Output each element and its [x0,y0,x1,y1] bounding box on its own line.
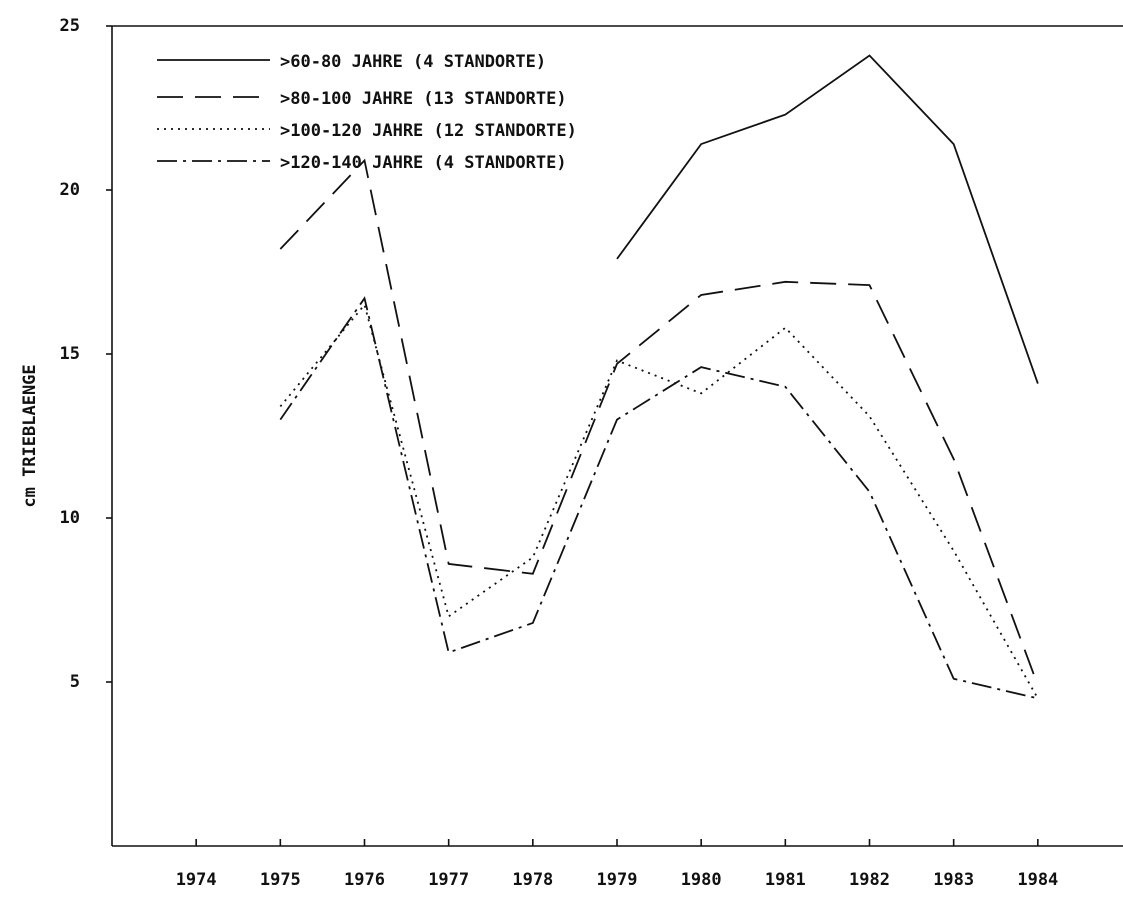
x-tick-label: 1974 [176,870,217,890]
y-tick-label: 25 [60,16,80,36]
y-tick-label: 10 [60,508,80,528]
legend-label: >100-120 JAHRE (12 STANDORTE) [280,121,577,141]
y-axis-label: cm TRIEBLAENGE [20,364,40,507]
x-tick-label: 1982 [849,870,890,890]
series-line [616,54,1039,384]
x-tick-label: 1981 [765,870,806,890]
y-tick-label: 5 [70,672,80,692]
legend-label: >60-80 JAHRE (4 STANDORTE) [280,52,546,72]
y-tick-label: 20 [60,180,80,200]
x-tick-label: 1978 [512,870,553,890]
x-tick-label: 1979 [597,870,638,890]
x-tick-label: 1984 [1017,870,1058,890]
series-line [279,296,1039,700]
x-tick-label: 1975 [260,870,301,890]
series-line [279,302,1039,699]
x-tick-label: 1983 [933,870,974,890]
x-tick-label: 1980 [681,870,722,890]
y-tick-label: 15 [60,344,80,364]
legend-label: >80-100 JAHRE (13 STANDORTE) [280,89,567,109]
legend-label: >120-140 JAHRE (4 STANDORTE) [280,153,567,173]
x-tick-label: 1977 [428,870,469,890]
x-tick-label: 1976 [344,870,385,890]
series-line [279,158,1039,686]
